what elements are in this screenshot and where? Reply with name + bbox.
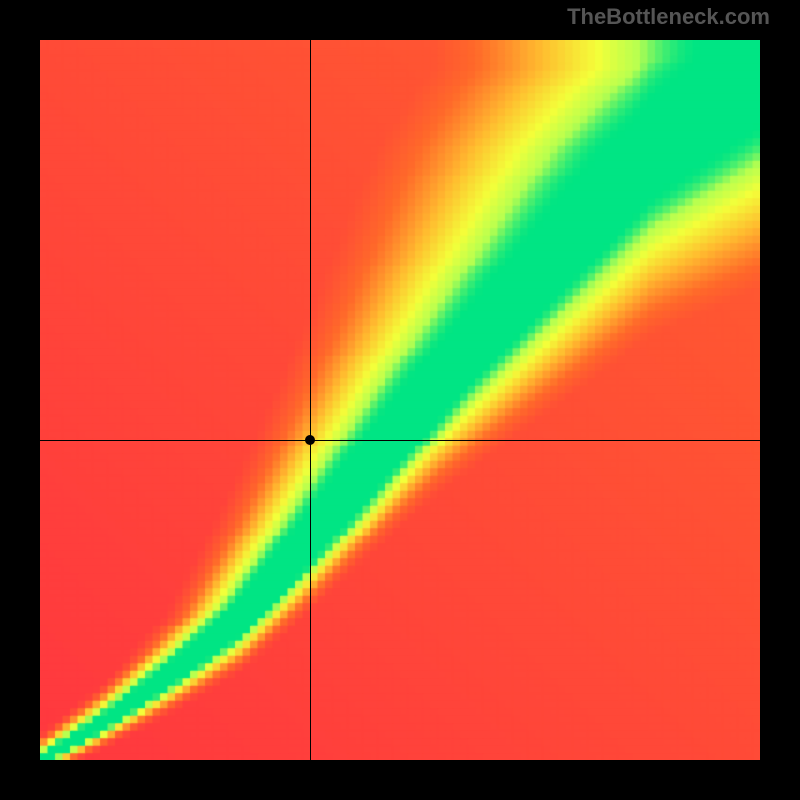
figure-frame: TheBottleneck.com [0, 0, 800, 800]
attribution-text: TheBottleneck.com [567, 4, 770, 30]
heatmap-canvas [40, 40, 760, 760]
heatmap-plot [40, 40, 760, 760]
